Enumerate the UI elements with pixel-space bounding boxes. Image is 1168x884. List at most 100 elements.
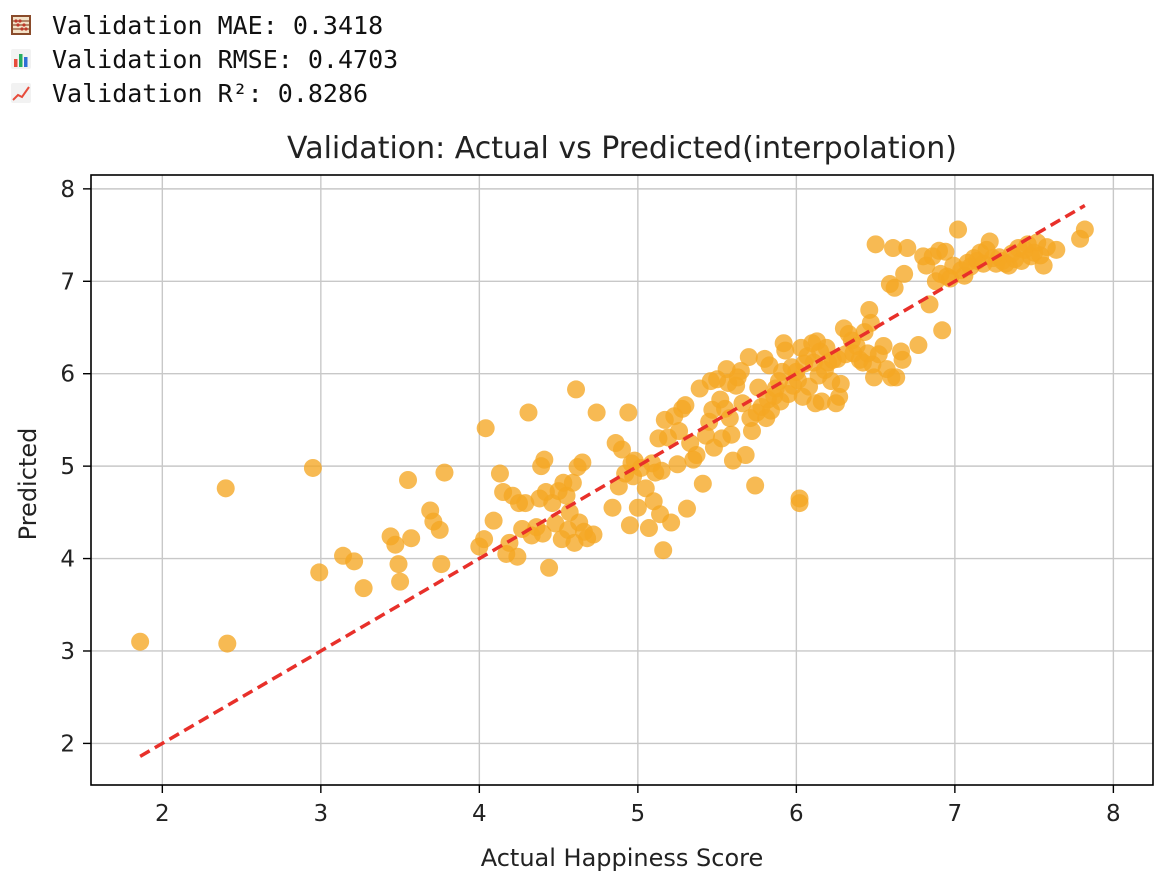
scatter-point xyxy=(790,494,809,513)
metrics-panel: Validation MAE: 0.3418 Validation RMSE: … xyxy=(10,8,398,110)
scatter-point xyxy=(654,541,673,560)
chart-title: Validation: Actual vs Predicted(interpol… xyxy=(287,131,957,166)
scatter-point xyxy=(563,473,582,492)
scatter-point xyxy=(693,474,712,493)
scatter-point xyxy=(812,392,831,411)
grid xyxy=(91,175,1153,785)
mae-line: Validation MAE: 0.3418 xyxy=(10,8,398,42)
scatter-point xyxy=(861,313,880,332)
axis-ticks: 2 3 4 5 6 7 8 2 3 4 5 6 7 8 xyxy=(60,177,1120,827)
r2-text: Validation R²: 0.8286 xyxy=(52,78,369,108)
y-tick-label: 4 xyxy=(60,547,75,573)
scatter-point xyxy=(476,419,495,438)
scatter-point xyxy=(587,403,606,422)
scatter-point xyxy=(218,634,237,653)
scatter-point xyxy=(668,455,687,474)
scatter-point xyxy=(619,403,638,422)
scatter-point xyxy=(399,471,418,489)
r2-line: Validation R²: 0.8286 xyxy=(10,76,398,110)
scatter-point xyxy=(402,529,421,548)
x-tick-label: 5 xyxy=(631,801,646,827)
scatter-point xyxy=(603,498,622,517)
scatter-point xyxy=(776,341,795,360)
scatter-point xyxy=(736,446,755,465)
scatter-point xyxy=(949,220,968,239)
scatter-point xyxy=(430,520,449,539)
x-tick-label: 3 xyxy=(314,801,329,827)
x-tick-label: 8 xyxy=(1106,801,1121,827)
scatter-point xyxy=(535,450,554,469)
scatter-point xyxy=(533,524,552,543)
scatter-point xyxy=(519,403,538,422)
scatter-point xyxy=(831,374,850,393)
mae-text: Validation MAE: 0.3418 xyxy=(52,10,384,40)
scatter-point xyxy=(573,453,592,472)
y-tick-label: 6 xyxy=(60,362,75,388)
scatter-point xyxy=(484,511,503,530)
scatter-point xyxy=(885,278,904,297)
data-points xyxy=(131,220,1094,653)
scatter-point xyxy=(432,555,451,574)
x-tick-label: 2 xyxy=(155,801,170,827)
scatter-point xyxy=(1034,256,1053,275)
line-chart-icon xyxy=(11,83,31,103)
scatter-point xyxy=(676,396,695,415)
rmse-line: Validation RMSE: 0.4703 xyxy=(10,42,398,76)
scatter-point xyxy=(731,361,750,380)
bar-chart-icon xyxy=(11,49,31,69)
scatter-point xyxy=(628,498,647,517)
reference-line-group xyxy=(139,203,1086,758)
scatter-point xyxy=(980,232,999,251)
y-tick-label: 5 xyxy=(60,454,75,480)
scatter-point xyxy=(677,499,696,518)
scatter-point xyxy=(216,479,235,498)
scatter-point xyxy=(386,535,405,554)
scatter-point xyxy=(746,476,765,495)
scatter-point xyxy=(435,463,454,482)
scatter-point xyxy=(540,558,559,577)
scatter-point xyxy=(722,425,741,444)
scatter-point xyxy=(620,516,639,535)
scatter-point xyxy=(898,239,917,258)
scatter-point xyxy=(1047,240,1066,259)
scatter-point xyxy=(670,422,689,441)
scatter-point xyxy=(508,547,527,566)
x-tick-label: 7 xyxy=(948,801,963,827)
scatter-point xyxy=(662,513,681,532)
scatter-point xyxy=(613,440,631,459)
x-axis-label: Actual Happiness Score xyxy=(481,844,764,872)
y-tick-label: 7 xyxy=(60,269,75,295)
scatter-point xyxy=(742,422,761,441)
scatter-point xyxy=(895,264,914,283)
scatter-point xyxy=(310,563,329,582)
scatter-point xyxy=(490,464,509,483)
scatter-point xyxy=(475,530,494,549)
scatter-point xyxy=(303,458,322,477)
scatter-point xyxy=(874,336,893,355)
scatter-point xyxy=(1075,220,1094,239)
scatter-point xyxy=(389,555,408,574)
abacus-icon xyxy=(11,15,31,35)
y-tick-label: 8 xyxy=(60,177,75,203)
scatter-point xyxy=(639,519,658,538)
y-axis-label: Predicted xyxy=(14,428,42,541)
scatter-point xyxy=(865,368,884,387)
scatter-point xyxy=(909,336,928,355)
scatter-point xyxy=(936,242,955,261)
scatter-point xyxy=(866,235,885,254)
scatter-point xyxy=(739,348,758,367)
scatter-point xyxy=(933,321,952,340)
scatter-point xyxy=(720,409,739,428)
scatter-point xyxy=(893,350,912,369)
plot-frame xyxy=(90,174,1154,786)
scatter-point xyxy=(354,579,373,598)
scatter-point xyxy=(584,525,603,544)
scatter-point xyxy=(131,632,150,651)
scatter-point xyxy=(516,494,535,513)
rmse-text: Validation RMSE: 0.4703 xyxy=(52,44,399,74)
reference-line xyxy=(139,203,1086,758)
x-tick-label: 6 xyxy=(789,801,804,827)
scatter-point xyxy=(887,368,906,387)
scatter-point xyxy=(652,461,671,480)
